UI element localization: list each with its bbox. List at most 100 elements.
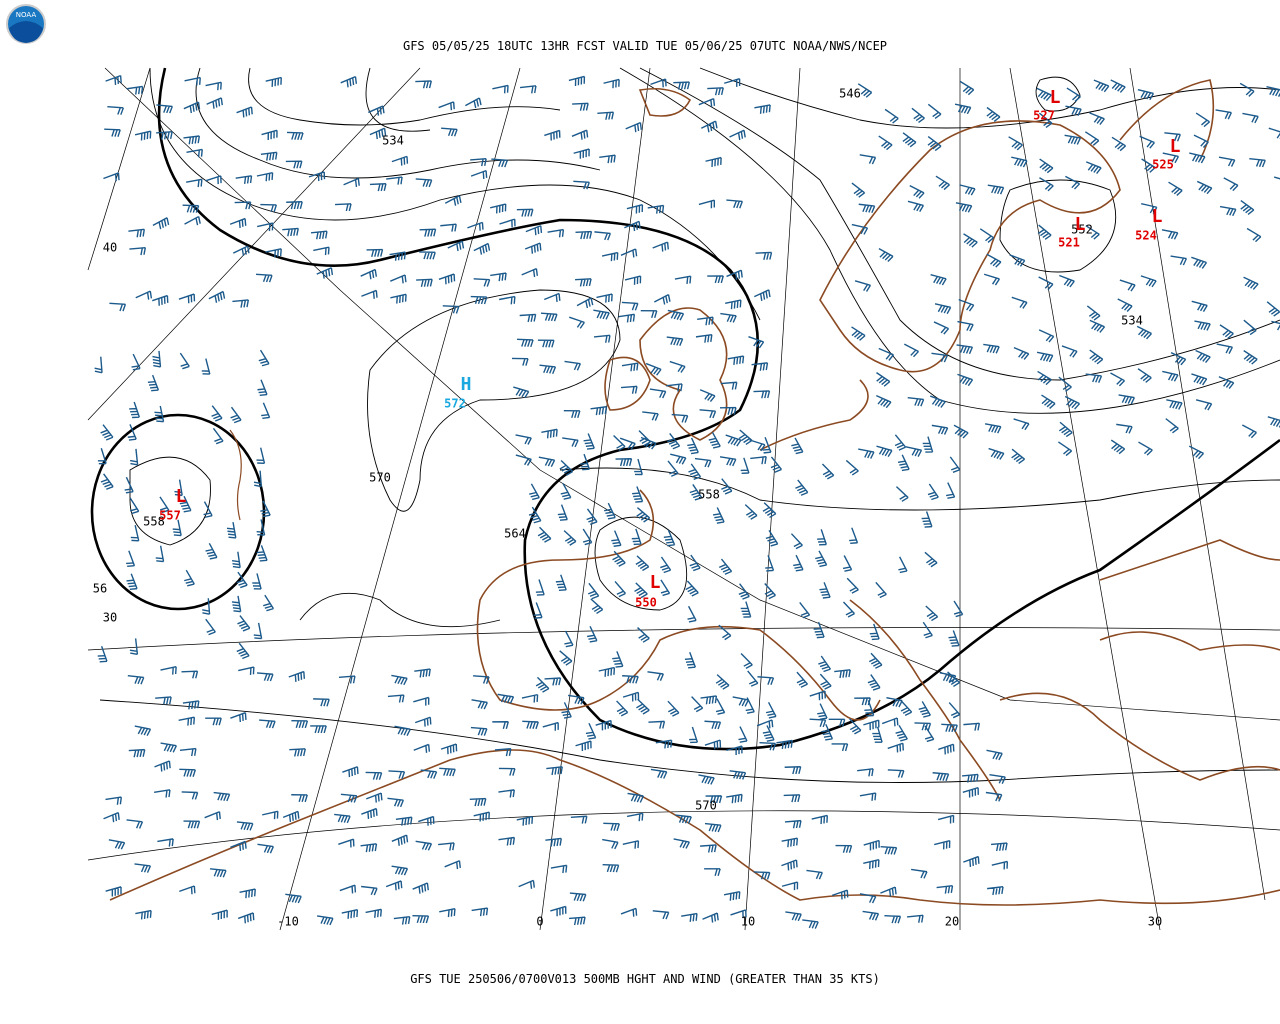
wind-barb (438, 842, 455, 851)
wind-barb (129, 401, 140, 419)
wind-barb (700, 844, 717, 853)
wind-barb (781, 859, 798, 871)
wind-barb (369, 182, 387, 192)
wind-barb (1084, 131, 1100, 146)
wind-barb (1223, 177, 1239, 192)
wind-barb (1168, 181, 1183, 196)
wind-barb (785, 911, 802, 922)
wind-barb (757, 676, 775, 686)
wind-barb (685, 580, 699, 597)
wind-barb (135, 909, 152, 920)
wind-barb (988, 447, 1005, 460)
wind-barb (663, 529, 676, 547)
wind-barb (181, 791, 199, 800)
low-value: 524 (1135, 229, 1157, 243)
wind-barb (762, 725, 775, 742)
wind-barb (366, 792, 383, 803)
wind-barb (947, 671, 961, 688)
wind-barb (666, 336, 684, 346)
wind-barb (529, 483, 540, 501)
wind-barb (184, 76, 201, 86)
wind-barb (624, 275, 642, 285)
wind-barb (721, 478, 733, 495)
wind-barb (365, 908, 382, 918)
wind-barb (929, 395, 946, 408)
wind-barb (205, 618, 216, 636)
wind-barb (1195, 399, 1213, 411)
wind-barb (537, 526, 552, 543)
wind-barb (499, 218, 516, 228)
wind-barb (205, 543, 218, 560)
wind-barb (1039, 177, 1054, 192)
low-value: 527 (1033, 109, 1055, 123)
wind-barb (160, 666, 177, 675)
wind-barb (1137, 88, 1155, 101)
wind-barb (878, 347, 895, 361)
wind-barb (704, 868, 721, 877)
wind-barb (570, 815, 588, 824)
wind-barb (1218, 376, 1235, 389)
wind-barb (715, 698, 726, 715)
wind-barb (1058, 421, 1073, 438)
contour-label: 546 (839, 87, 861, 101)
wind-barb (764, 583, 776, 600)
wind-barb (776, 739, 793, 750)
wind-barb (958, 298, 975, 312)
wind-barb (1011, 296, 1028, 309)
wind-barb (653, 293, 671, 305)
wind-barb (107, 105, 124, 115)
wind-barb (991, 842, 1008, 852)
wind-barb (937, 814, 955, 824)
wind-barb (781, 881, 799, 891)
wind-barb (759, 741, 777, 751)
wind-barb (854, 280, 872, 292)
wind-barb (887, 769, 905, 778)
wind-barb (360, 268, 378, 280)
wind-barb (1110, 79, 1126, 93)
wind-barb (261, 129, 278, 140)
wind-barb (698, 774, 715, 785)
wind-barb (128, 228, 145, 238)
wind-barb (340, 793, 358, 803)
wind-barb (542, 721, 559, 731)
wind-barb (229, 217, 247, 228)
wind-barb (569, 316, 585, 329)
wind-barb (925, 605, 939, 622)
wind-barb (126, 573, 138, 591)
wind-barb (702, 912, 719, 923)
wind-barb (953, 424, 969, 439)
wind-barb (700, 120, 718, 133)
wind-barb (234, 201, 252, 210)
wind-barb (152, 350, 162, 368)
wind-barb (983, 343, 1000, 354)
wind-barb (159, 496, 170, 514)
wind-barb (594, 231, 612, 241)
wind-barb (781, 837, 799, 848)
wind-barb (516, 815, 534, 826)
wind-barb (809, 718, 827, 728)
wind-barb (652, 910, 670, 920)
wind-barb (519, 85, 537, 94)
wind-barb (638, 430, 651, 447)
wind-barb (561, 702, 572, 719)
wind-barb (129, 246, 147, 256)
wind-barb (963, 855, 980, 867)
wind-barb (1195, 112, 1210, 128)
noaa-logo: NOAA (6, 4, 46, 44)
wind-barb (754, 289, 771, 301)
wind-barb (391, 674, 408, 686)
wind-barb (1089, 319, 1106, 333)
wind-barb (522, 720, 539, 730)
wind-barb (930, 274, 947, 286)
wind-barb (718, 624, 732, 641)
wind-barb (285, 893, 302, 904)
wind-barb (186, 148, 203, 158)
wind-barb (1215, 109, 1232, 120)
wind-barb (1170, 255, 1188, 266)
wind-barb (667, 460, 679, 477)
wind-barb (1138, 441, 1153, 456)
wind-barb (473, 811, 490, 822)
wind-barb (174, 479, 183, 497)
wind-barb (859, 154, 877, 165)
wind-barb (393, 916, 411, 925)
